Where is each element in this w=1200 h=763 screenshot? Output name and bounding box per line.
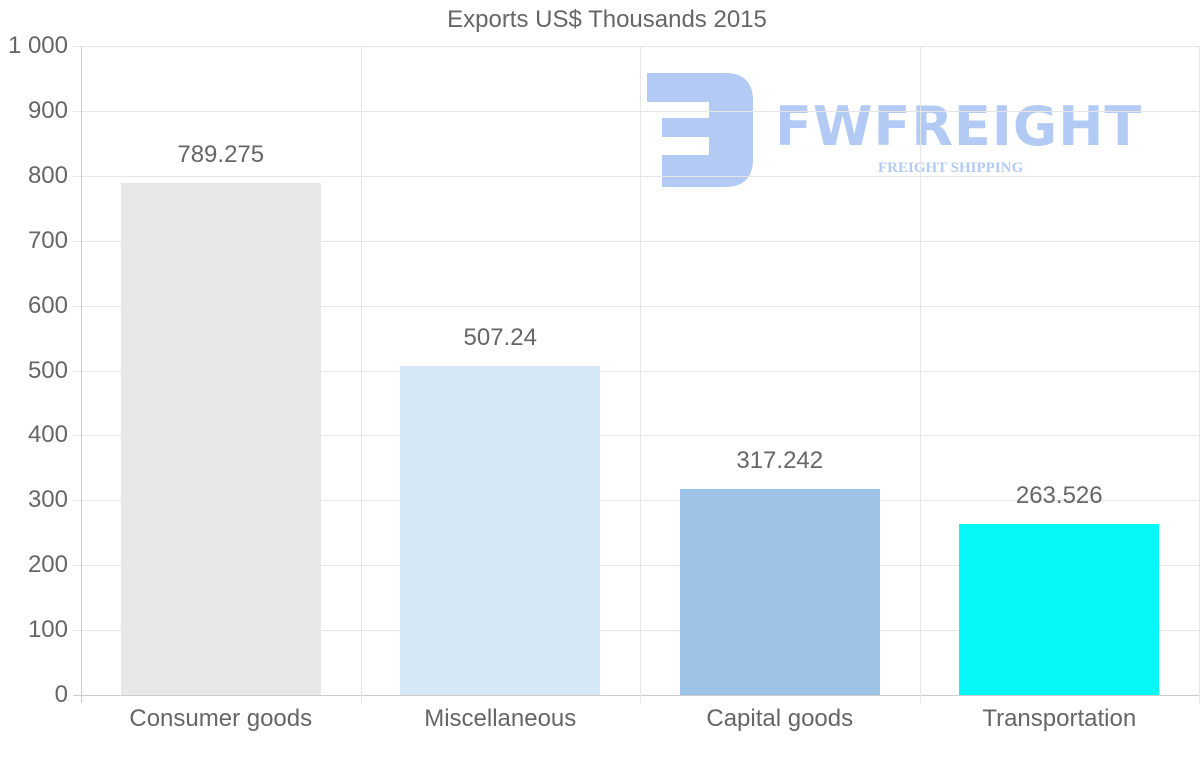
watermark-tagline: FREIGHT SHIPPING (878, 160, 1024, 176)
gridline (73, 500, 1199, 502)
x-tick-label: Capital goods (706, 705, 854, 732)
y-tick-label: 800 (27, 161, 68, 189)
gridline (73, 630, 1199, 632)
fwfreight-watermark: FWFREIGHT FREIGHT SHIPPING (645, 73, 1155, 188)
gridline (73, 565, 1199, 567)
bar-transportation[interactable] (959, 523, 1160, 695)
y-tick-label: 700 (27, 226, 68, 254)
y-tick-label: 100 (27, 616, 68, 644)
gridline (640, 46, 641, 703)
gridline (73, 435, 1199, 437)
gridline (73, 305, 1199, 307)
y-tick-label: 300 (27, 486, 68, 514)
y-axis-line (81, 46, 82, 703)
chart-title: Exports US$ Thousands 2015 (447, 6, 767, 33)
gridline (73, 46, 1199, 47)
y-tick-label: 400 (27, 421, 68, 449)
bar-capital-goods[interactable] (679, 489, 880, 695)
bar-value-label: 263.526 (1015, 481, 1103, 509)
y-tick-label: 0 (54, 681, 68, 708)
x-tick-label: Consumer goods (129, 705, 313, 732)
bar-miscellaneous[interactable] (400, 365, 601, 695)
fwfreight-logo-icon (647, 73, 753, 187)
gridline (73, 370, 1199, 372)
plot-area: 0 100 200 300 400 500 600 700 800 900 1 000 789.275… (8, 34, 1200, 707)
gridline (920, 46, 921, 703)
x-axis-line (73, 695, 1199, 696)
bar-value-label: 507.24 (463, 323, 537, 351)
gridline (361, 46, 362, 703)
bar-value-label: 317.242 (736, 447, 824, 475)
y-tick-label: 1 000 (7, 32, 68, 59)
y-tick-label: 200 (27, 551, 68, 579)
gridline (73, 110, 1199, 112)
gridline (73, 175, 1199, 177)
bar-value-label: 789.275 (177, 140, 265, 168)
y-tick-label: 500 (27, 356, 68, 384)
x-tick-label: Miscellaneous (424, 705, 577, 732)
watermark-brand: FWFREIGHT (775, 95, 1143, 158)
y-tick-label: 900 (27, 96, 68, 124)
x-tick-label: Transportation (982, 705, 1137, 732)
gridline (73, 240, 1199, 242)
y-tick-label: 600 (27, 291, 68, 319)
bar-consumer-goods[interactable] (120, 182, 321, 695)
